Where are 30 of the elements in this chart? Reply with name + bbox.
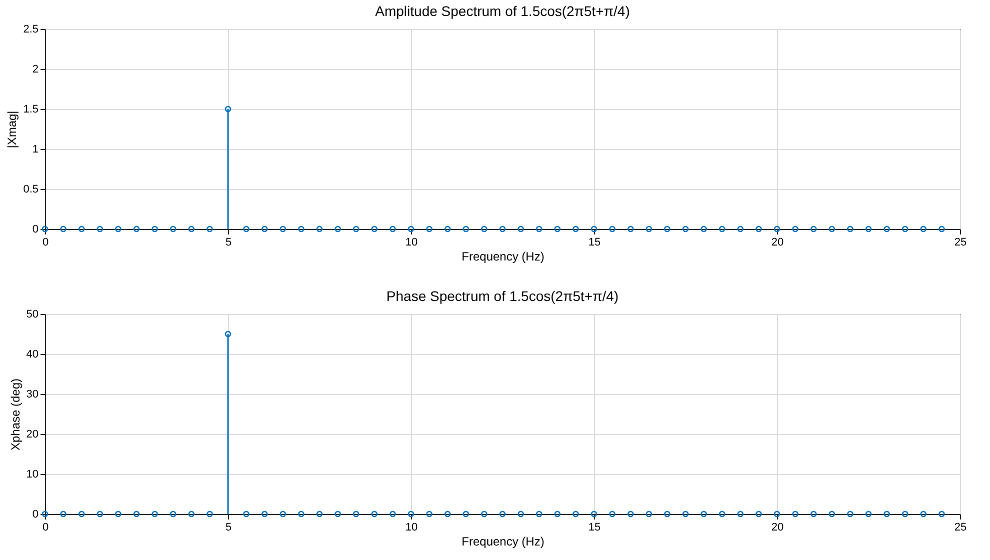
x-tick-label: 15 [588, 236, 601, 248]
x-tick-label: 20 [771, 522, 784, 534]
x-tick-label: 10 [405, 236, 418, 248]
x-tick-label: 5 [225, 236, 232, 248]
y-tick-label: 1.5 [23, 104, 38, 116]
y-tick-label: 40 [26, 348, 38, 360]
y-tick-label: 0 [32, 224, 38, 236]
y-axis-title: |Xmag| [5, 110, 20, 148]
chart-title: Amplitude Spectrum of 1.5cos(2π5t+π/4) [375, 3, 630, 19]
y-tick-label: 2.5 [23, 24, 38, 36]
y-tick-label: 20 [26, 428, 38, 440]
y-tick-label: 0 [32, 508, 38, 520]
y-tick-label: 10 [26, 468, 38, 480]
y-tick-label: 2 [32, 64, 38, 76]
x-tick-label: 25 [954, 522, 967, 534]
y-tick-label: 1 [32, 144, 38, 156]
x-tick-label: 15 [588, 522, 601, 534]
chart-title: Phase Spectrum of 1.5cos(2π5t+π/4) [386, 288, 619, 304]
x-tick-label: 5 [225, 522, 232, 534]
x-tick-label: 10 [405, 522, 418, 534]
y-tick-label: 0.5 [23, 184, 38, 196]
y-tick-label: 50 [26, 308, 38, 320]
x-axis-title: Frequency (Hz) [462, 534, 544, 548]
x-tick-label: 20 [771, 236, 784, 248]
y-axis-title: Xphase (deg) [8, 378, 22, 451]
y-tick-label: 30 [26, 388, 38, 400]
x-tick-label: 0 [42, 236, 49, 248]
x-tick-label: 25 [954, 236, 967, 248]
x-tick-label: 0 [42, 522, 49, 534]
x-axis-title: Frequency (Hz) [462, 250, 544, 264]
